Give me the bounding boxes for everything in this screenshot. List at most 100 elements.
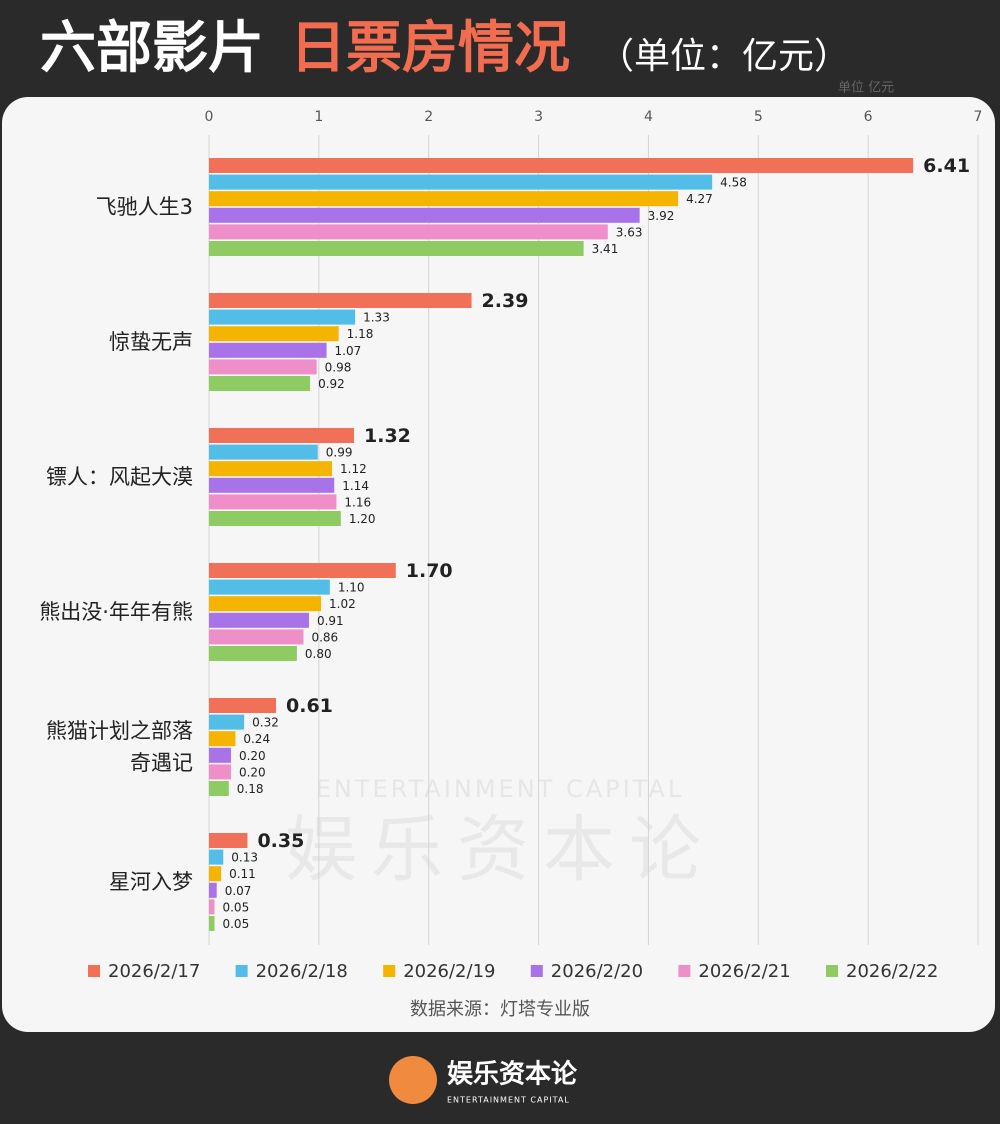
bar <box>209 866 222 882</box>
bar <box>209 612 309 628</box>
data-label: 0.61 <box>286 695 333 717</box>
legend-swatch <box>826 965 838 977</box>
data-label: 0.05 <box>222 900 249 914</box>
data-label: 1.07 <box>335 344 362 358</box>
bar <box>209 849 224 865</box>
data-label: 4.27 <box>686 192 713 206</box>
bar <box>209 293 472 308</box>
x-tick-label: 2 <box>424 109 433 125</box>
bar <box>209 882 217 898</box>
bar <box>209 781 229 796</box>
bar <box>209 764 231 780</box>
data-label: 2.39 <box>482 290 529 312</box>
bar <box>209 207 640 223</box>
bar <box>209 646 297 661</box>
data-label: 0.92 <box>318 377 345 391</box>
x-tick-label: 5 <box>754 109 763 125</box>
bar <box>209 899 215 915</box>
category-label: 飞驰人生3 <box>95 195 193 219</box>
x-tick-label: 0 <box>205 109 214 125</box>
category-label: 惊蛰无声 <box>109 330 193 354</box>
data-label: 0.80 <box>305 647 332 661</box>
data-label: 0.11 <box>229 867 256 881</box>
legend-label: 2026/2/21 <box>698 961 790 982</box>
bar <box>209 714 245 730</box>
data-label: 3.92 <box>648 209 675 223</box>
data-label: 1.33 <box>363 311 390 325</box>
bar <box>209 511 341 526</box>
watermark: ENTERTAINMENT CAPITAL <box>316 775 685 803</box>
data-label: 0.32 <box>252 716 279 730</box>
legend-swatch <box>383 965 396 977</box>
legend-label: 2026/2/22 <box>846 961 938 982</box>
x-tick-label: 6 <box>864 109 873 125</box>
chart-unit: （单位：亿元） <box>598 36 850 77</box>
legend-swatch <box>530 965 543 977</box>
bar <box>209 563 396 578</box>
bar <box>209 241 584 256</box>
x-tick-label: 7 <box>974 109 983 125</box>
data-label: 1.12 <box>340 462 367 476</box>
watermark: 娱乐资本论 <box>285 808 715 892</box>
data-label: 1.02 <box>329 597 356 611</box>
bar <box>209 461 333 477</box>
bar <box>209 629 304 645</box>
bar <box>209 342 327 358</box>
x-tick-label: 4 <box>644 109 653 125</box>
data-label: 0.18 <box>237 782 264 796</box>
bar <box>209 494 337 510</box>
data-label: 0.35 <box>257 830 304 852</box>
data-label: 6.41 <box>923 155 970 177</box>
bar <box>209 224 608 240</box>
data-label: 1.32 <box>364 425 411 447</box>
bar <box>209 428 355 443</box>
bar <box>209 158 914 173</box>
legend-swatch <box>678 965 691 977</box>
footer-brand-en: ENTERTAINMENT CAPITAL <box>447 1096 570 1105</box>
source: 数据来源：灯塔专业版 <box>410 999 590 1020</box>
footer-brand: 娱乐资本论 <box>447 1060 578 1090</box>
unit-note: 单位 亿元 <box>838 81 894 96</box>
legend-swatch <box>88 965 100 977</box>
data-label: 0.91 <box>317 614 344 628</box>
data-label: 1.16 <box>344 495 371 509</box>
data-label: 1.20 <box>349 512 376 526</box>
bar <box>209 596 322 612</box>
bar <box>209 477 335 493</box>
bar <box>209 698 277 713</box>
category-label: 熊出没·年年有熊 <box>39 600 193 624</box>
legend-label: 2026/2/20 <box>551 961 643 982</box>
legend-label: 2026/2/19 <box>403 961 495 982</box>
legend-swatch <box>235 965 248 977</box>
bar <box>209 359 317 375</box>
category-label: 镖人：风起大漠 <box>46 465 193 489</box>
data-label: 0.05 <box>222 917 249 931</box>
legend-label: 2026/2/18 <box>256 961 348 982</box>
bar <box>209 833 248 848</box>
data-label: 0.86 <box>311 630 338 644</box>
bar <box>209 579 330 595</box>
data-label: 1.70 <box>406 560 453 582</box>
data-label: 1.14 <box>342 479 369 493</box>
data-label: 0.20 <box>239 749 266 763</box>
bar <box>209 309 356 325</box>
data-label: 0.98 <box>325 360 352 374</box>
data-label: 0.20 <box>239 765 266 779</box>
data-label: 1.10 <box>338 581 365 595</box>
legend-label: 2026/2/17 <box>108 961 200 982</box>
x-tick-label: 3 <box>534 109 543 125</box>
data-label: 0.07 <box>225 884 252 898</box>
bar <box>209 444 318 460</box>
data-label: 4.58 <box>720 176 747 190</box>
data-label: 0.13 <box>231 851 258 865</box>
logo <box>389 1056 437 1104</box>
bar <box>209 916 215 931</box>
category-label: 熊猫计划之部落 奇遇记 <box>46 719 193 775</box>
chart-title-highlight: 日票房情况 <box>290 16 570 81</box>
chart-title: 六部影片 <box>40 16 264 81</box>
data-label: 1.18 <box>347 327 374 341</box>
bar <box>209 747 231 763</box>
data-label: 0.24 <box>243 732 270 746</box>
